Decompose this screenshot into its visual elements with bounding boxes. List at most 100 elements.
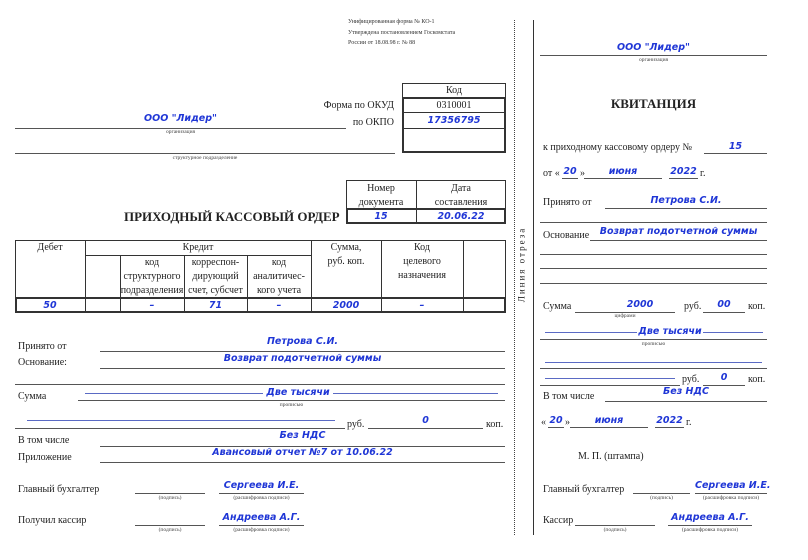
kop-value: 0	[422, 415, 429, 426]
rule-line	[381, 240, 382, 312]
table-cell: –	[149, 300, 155, 311]
rule-line	[27, 420, 335, 421]
name-caption: (расшифровка подписи)	[681, 527, 739, 533]
received-from-value: Петрова С.И.	[266, 336, 339, 347]
rule-line	[85, 393, 263, 394]
digits-caption: цифрами	[614, 313, 636, 319]
rule-line	[85, 255, 311, 256]
debit-header: Дебет	[37, 242, 63, 253]
cashier-label: Кассир	[543, 515, 574, 526]
rule-line	[219, 493, 304, 494]
organization-caption: организация	[165, 129, 196, 135]
signature-caption: (подпись)	[158, 495, 182, 501]
in-words-caption: прописью	[279, 402, 304, 408]
chief-accountant-label: Главный бухгалтер	[18, 484, 100, 495]
kop-digits: 00	[717, 299, 731, 310]
doc-date: 20.06.22	[437, 211, 485, 222]
year-suffix: г.	[700, 168, 706, 179]
sum-label: Сумма	[18, 391, 47, 402]
rule-line	[463, 240, 464, 312]
rule-line	[540, 385, 680, 386]
credit-subheader: аналитичес-	[253, 271, 305, 282]
name-caption: (расшифровка подписи)	[702, 495, 760, 501]
doc-number: 15	[374, 211, 388, 222]
rule-line	[704, 153, 767, 154]
attachment-label: Приложение	[18, 452, 72, 463]
rule-line	[703, 385, 745, 386]
table-cell: –	[276, 300, 282, 311]
order-title: ПРИХОДНЫЙ КАССОВЫЙ ОРДЕР	[124, 209, 340, 224]
rule-line	[540, 283, 767, 284]
table-cell: –	[419, 300, 425, 311]
rub-label: руб.	[682, 374, 700, 385]
table-cell: 2000	[332, 300, 360, 311]
chief-accountant-name: Сергеева И.Е.	[223, 480, 300, 491]
vat-label: В том числе	[543, 391, 595, 402]
kop-value: 0	[720, 372, 728, 383]
vat-value: Без НДС	[663, 386, 709, 397]
receipt-month: июня	[608, 166, 638, 177]
rule-line	[540, 55, 767, 56]
rule-line	[605, 208, 767, 209]
rule-line	[540, 339, 767, 340]
cut-line	[514, 20, 515, 535]
cashier-label: Получил кассир	[18, 515, 87, 526]
signature-line[interactable]	[575, 525, 655, 526]
credit-subheader: счет, субсчет	[188, 285, 243, 296]
receipt-organization: ООО "Лидер"	[617, 42, 690, 53]
divider	[533, 20, 534, 535]
signature-line[interactable]	[633, 493, 690, 494]
rule-line	[100, 446, 505, 447]
sum-in-words: Две тысячи	[266, 387, 330, 398]
division-caption: структурное подразделение	[172, 155, 238, 161]
quote: »	[580, 168, 585, 179]
rule-line	[545, 362, 762, 363]
rule-line	[655, 427, 684, 428]
rule-line	[575, 312, 675, 313]
rule-line	[100, 351, 505, 352]
signature-line[interactable]	[135, 493, 205, 494]
divider	[402, 112, 506, 113]
rule-line	[15, 428, 345, 429]
credit-subheader: структурного	[123, 271, 181, 282]
division-line	[15, 153, 395, 154]
table-cell: 50	[43, 300, 57, 311]
signature-line[interactable]	[135, 525, 205, 526]
basis-label: Основание:	[18, 357, 67, 368]
name-caption: (расшифровка подписи)	[233, 495, 290, 501]
receipt-day: 20	[563, 166, 577, 177]
rule-line	[247, 255, 248, 312]
credit-subheader: код	[144, 257, 160, 268]
doc-date-header: Дата	[451, 183, 471, 194]
in-words-caption: прописью	[641, 341, 666, 347]
receipt-order-number: 15	[728, 141, 743, 152]
doc-number-header: документа	[358, 197, 404, 208]
rule-line	[100, 462, 505, 463]
credit-subheader: корреспон-	[191, 257, 240, 268]
rule-line	[540, 254, 767, 255]
cashier-name: Андреева А.Г.	[671, 512, 749, 523]
purpose-code-header: назначения	[398, 270, 446, 281]
quote: »	[565, 417, 570, 428]
stamp-label: М. П. (штампа)	[578, 451, 644, 462]
okpo-label: по ОКПО	[352, 117, 394, 128]
sum-label: Сумма	[543, 301, 572, 312]
code-box	[402, 97, 506, 153]
cashier-name: Андреева А.Г.	[222, 512, 301, 523]
rule-line	[540, 222, 767, 223]
kop-label: коп.	[748, 301, 766, 312]
basis-value: Возврат подотчетной суммы	[599, 226, 758, 237]
divider	[416, 180, 417, 223]
quote: «	[541, 417, 546, 428]
rule-line	[311, 240, 312, 312]
chief-accountant-name: Сергеева И.Е.	[695, 480, 771, 491]
received-from-value: Петрова С.И.	[650, 195, 722, 206]
sum-in-words: Две тысячи	[638, 326, 702, 337]
rule-line	[15, 384, 505, 385]
okud-code: 0310001	[436, 100, 472, 111]
doc-values-box	[346, 208, 506, 224]
receipt-year: 2022	[670, 166, 697, 177]
rule-line	[703, 312, 745, 313]
basis-label: Основание	[543, 230, 590, 241]
